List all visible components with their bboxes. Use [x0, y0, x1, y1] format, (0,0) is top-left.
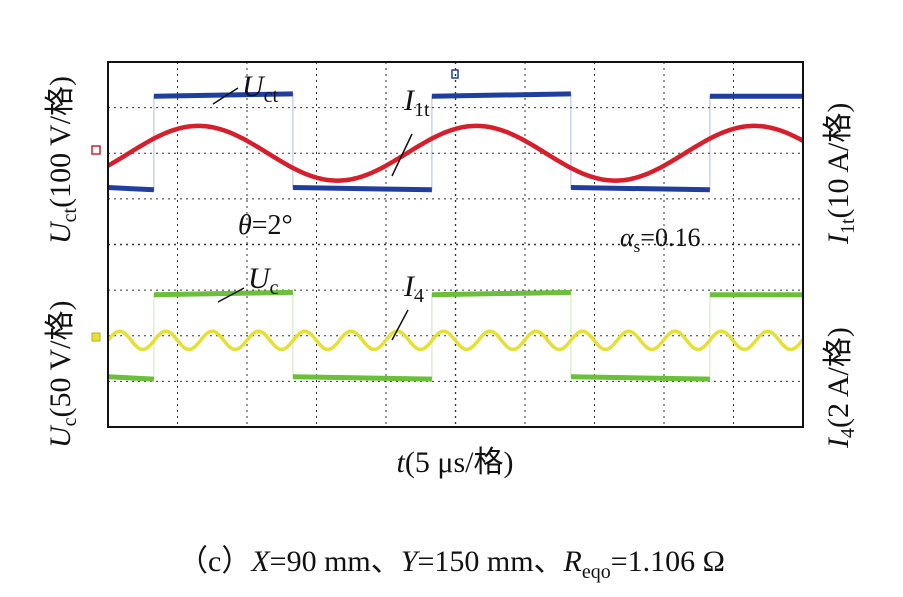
trace-segment-uc	[570, 374, 710, 382]
trace-segment-uct	[292, 185, 432, 193]
traces	[106, 91, 805, 382]
caption-r-val: =1.106 Ω	[610, 545, 725, 578]
i4-pointer-line	[391, 309, 409, 341]
i1t-trace-label: I1t	[403, 84, 430, 121]
x-axis-label: t(5 μs/格)	[397, 446, 514, 479]
caption-r-sub: eqo	[581, 561, 611, 583]
trace-i4	[106, 329, 805, 352]
i1t-pointer-line	[391, 133, 413, 177]
ch-marker-red	[91, 145, 101, 155]
alpha-annotation: αs=0.16	[620, 223, 700, 256]
grid	[108, 62, 803, 427]
trace-segment-uct	[431, 91, 571, 99]
trace-edge-uc	[107, 291, 803, 380]
trace-segment-uct	[107, 185, 155, 193]
right-axis-label-i1t: I1t(10 A/格)	[822, 103, 859, 245]
uct-pointer-line	[212, 87, 239, 105]
caption-y-val: =150 mm、	[417, 545, 564, 578]
trace-uc	[107, 289, 803, 382]
uc-trace-label: Uc	[248, 262, 279, 299]
trace-segment-uc	[107, 374, 155, 382]
ch-marker-yellow	[91, 332, 101, 342]
right-axis-label-i4: I4(2 A/格)	[822, 327, 859, 449]
uc-pointer-line	[217, 287, 245, 303]
caption-prefix: （c）	[178, 545, 252, 578]
i4-trace-label: I4	[403, 270, 424, 307]
caption-x-var: X	[251, 545, 270, 578]
caption-r-var: R	[563, 545, 582, 578]
left-axis-label-uct: Uct(100 V/格)	[44, 76, 81, 244]
trace-i1t	[106, 123, 805, 183]
trace-segment-uct	[153, 91, 293, 99]
uct-trace-label: Uct	[242, 70, 279, 107]
trace-uct	[107, 91, 803, 193]
trace-segment-uc	[431, 289, 571, 298]
caption-y-var: Y	[400, 545, 418, 578]
caption-x-val: =90 mm、	[269, 545, 401, 578]
figure-caption: （c）X=90 mm、Y=150 mm、Reqo=1.106 Ω	[0, 536, 903, 584]
trace-segment-uc	[292, 374, 432, 382]
oscilloscope-chart: Uct I1t Uc I4 θ=2° αs=0.16 t(5 μs/格) Uct…	[44, 61, 859, 479]
trigger-marker	[451, 69, 459, 79]
trace-segment-uct	[570, 185, 710, 193]
theta-annotation: θ=2°	[238, 210, 293, 241]
trace-edge-uct	[107, 93, 803, 191]
trace-segment-uc	[153, 289, 293, 298]
plot-frame	[107, 61, 804, 428]
left-axis-label-uc: Uc(50 V/格)	[44, 300, 81, 448]
